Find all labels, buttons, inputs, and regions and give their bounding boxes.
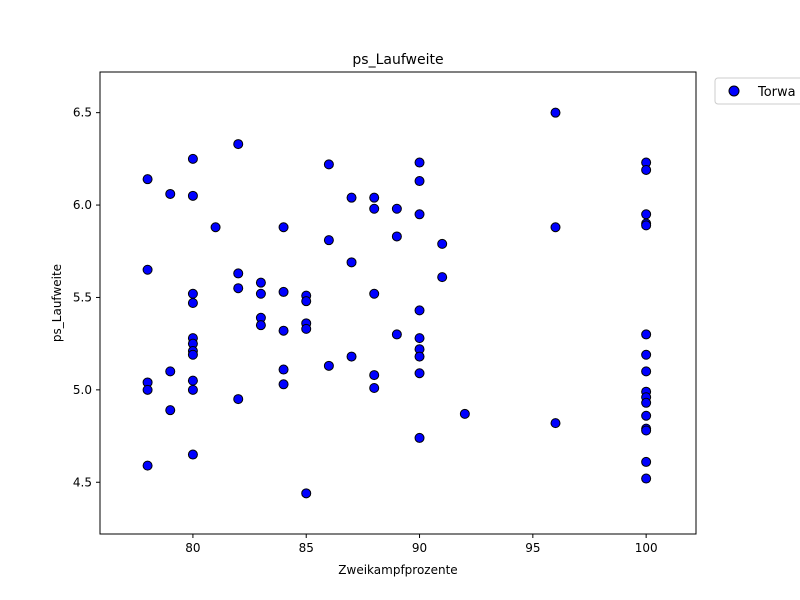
- x-tick-label: 90: [412, 541, 427, 555]
- data-point: [369, 383, 380, 394]
- y-axis-label: ps_Laufweite: [50, 264, 64, 342]
- data-point: [414, 305, 425, 316]
- data-point: [414, 351, 425, 362]
- data-point: [641, 425, 652, 436]
- data-point: [369, 192, 380, 203]
- legend: Torwa: [714, 77, 800, 105]
- data-point: [233, 139, 244, 150]
- data-point: [414, 368, 425, 379]
- data-point: [346, 192, 357, 203]
- data-point: [323, 360, 334, 371]
- data-point: [165, 366, 176, 377]
- data-point: [278, 379, 289, 390]
- data-point: [641, 397, 652, 408]
- x-tick-label: 95: [525, 541, 540, 555]
- data-point: [641, 329, 652, 340]
- y-tick-label: 5.0: [73, 383, 92, 397]
- data-point: [414, 176, 425, 187]
- data-point: [414, 333, 425, 344]
- x-axis-label: Zweikampfprozente: [338, 563, 457, 577]
- data-point: [369, 370, 380, 381]
- plot-area: [99, 71, 697, 535]
- data-point: [641, 349, 652, 360]
- data-point: [187, 153, 198, 164]
- data-point: [142, 174, 153, 185]
- data-point: [233, 268, 244, 279]
- data-point: [301, 296, 312, 307]
- data-point: [459, 408, 470, 419]
- data-point: [346, 351, 357, 362]
- y-tick-label: 6.0: [73, 198, 92, 212]
- points-layer: [142, 107, 652, 499]
- data-point: [369, 203, 380, 214]
- data-point: [550, 222, 561, 233]
- data-point: [187, 298, 198, 308]
- plot-frame: [99, 71, 697, 535]
- y-tick-label: 5.5: [73, 290, 92, 304]
- data-point: [641, 164, 652, 175]
- data-point: [641, 456, 652, 467]
- data-point: [437, 272, 448, 283]
- data-point: [187, 190, 198, 201]
- data-point: [278, 325, 289, 336]
- data-point: [142, 460, 153, 471]
- data-point: [346, 257, 357, 268]
- data-point: [641, 366, 652, 377]
- data-point: [210, 222, 221, 233]
- data-point: [414, 432, 425, 443]
- data-point: [187, 449, 198, 460]
- x-tick-label: 85: [299, 541, 314, 555]
- data-point: [187, 288, 198, 299]
- data-point: [301, 488, 312, 499]
- data-point: [391, 203, 402, 214]
- data-point: [255, 288, 266, 299]
- data-point: [255, 320, 266, 331]
- x-tick-label: 80: [185, 541, 200, 555]
- data-point: [414, 209, 425, 220]
- y-tick-label: 4.5: [73, 475, 92, 489]
- data-point: [165, 188, 176, 199]
- data-point: [323, 235, 334, 246]
- data-point: [187, 375, 198, 386]
- data-point: [641, 220, 652, 231]
- data-point: [142, 384, 153, 395]
- y-tick-label: 6.5: [73, 106, 92, 120]
- data-point: [165, 405, 176, 416]
- data-point: [391, 329, 402, 340]
- data-point: [323, 159, 334, 170]
- x-tick-label: 100: [635, 541, 658, 555]
- data-point: [278, 286, 289, 297]
- data-point: [369, 288, 380, 299]
- data-point: [301, 323, 312, 334]
- data-point: [187, 349, 198, 360]
- data-point: [255, 277, 266, 288]
- data-point: [550, 418, 561, 429]
- legend-marker: [728, 85, 740, 97]
- data-point: [641, 209, 652, 220]
- x-axis-ticks: 80 85 90 95 100: [185, 534, 658, 555]
- legend-label: Torwa: [757, 85, 796, 100]
- data-point: [414, 157, 425, 168]
- data-point: [278, 222, 289, 233]
- data-point: [437, 238, 448, 249]
- data-point: [550, 107, 561, 118]
- data-point: [233, 283, 244, 294]
- legend-box: [714, 77, 800, 105]
- data-point: [233, 394, 244, 405]
- data-point: [278, 364, 289, 375]
- data-point: [142, 264, 153, 275]
- y-axis-ticks: 4.5 5.0 5.5 6.0 6.5: [73, 106, 100, 489]
- data-point: [187, 384, 198, 395]
- data-point: [391, 231, 402, 242]
- chart-title: ps_Laufweite: [352, 52, 443, 68]
- data-point: [641, 410, 652, 421]
- data-point: [641, 473, 652, 484]
